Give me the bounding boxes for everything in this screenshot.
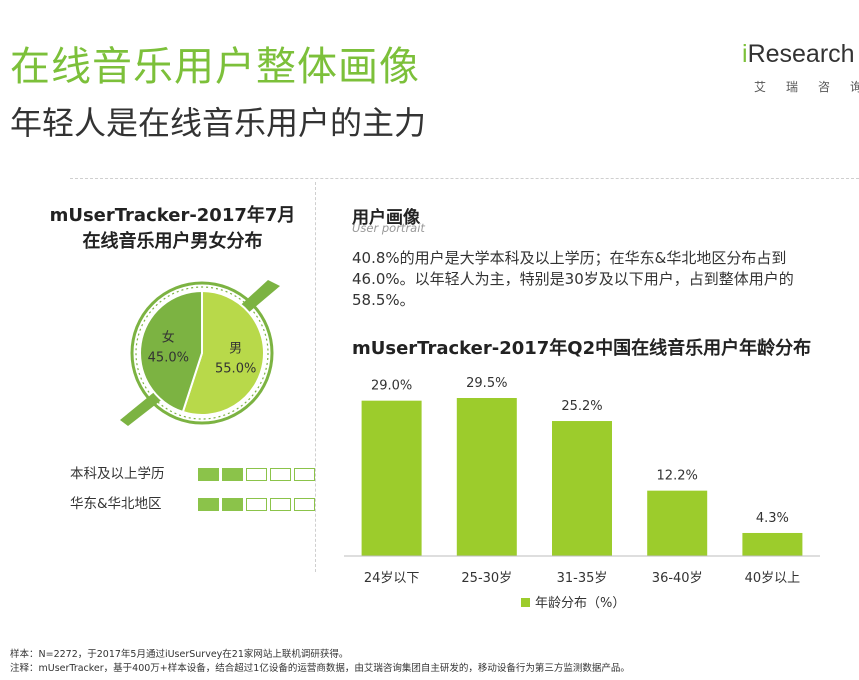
age-bar-chart: 29.0% 29.5% 25.2% 12.2% 4.3% 24岁以下 25-30岁 31-3… bbox=[344, 376, 820, 611]
pie-category-label: 男 bbox=[229, 341, 242, 356]
pie-outer-ring bbox=[130, 281, 274, 425]
logo-text: iResearch bbox=[742, 40, 855, 69]
gender-pie-chart: 男 55.0% 女 45.0% bbox=[120, 280, 280, 426]
level-cell-empty bbox=[294, 498, 315, 511]
bar bbox=[552, 421, 612, 556]
bar-data-label: 25.2% bbox=[561, 399, 602, 414]
bar-data-label: 4.3% bbox=[756, 511, 789, 526]
pie-category-label: 女 bbox=[162, 330, 175, 346]
pie-value-label: 45.0% bbox=[148, 351, 189, 366]
x-tick-label: 36-40岁 bbox=[652, 571, 703, 586]
level-cell-filled bbox=[198, 468, 219, 481]
level-cell-empty bbox=[270, 498, 291, 511]
pie-title-line1: mUserTracker-2017年7月 bbox=[49, 205, 296, 226]
level-cell-empty bbox=[246, 468, 267, 481]
bar bbox=[456, 398, 517, 556]
page-subtitle: 年轻人是在线音乐用户的主力 bbox=[10, 104, 427, 142]
level-cell-filled bbox=[222, 498, 243, 511]
bar-data-label: 29.0% bbox=[371, 379, 412, 394]
pie-dotted-ring bbox=[135, 286, 269, 420]
pie-chart-title: mUserTracker-2017年7月 在线音乐用户男女分布 bbox=[40, 203, 305, 255]
legend-swatch bbox=[521, 598, 530, 607]
x-tick-label: 40岁以上 bbox=[745, 571, 801, 586]
portrait-description: 40.8%的用户是大学本科及以上学历；在华东&华北地区分布占到46.0%。以年轻… bbox=[352, 249, 794, 309]
page-title: 在线音乐用户整体画像 bbox=[10, 44, 420, 90]
pie-slice bbox=[181, 289, 266, 416]
logo-prefix: i bbox=[742, 40, 748, 68]
x-tick-label: 31-35岁 bbox=[557, 571, 608, 586]
logo-cn: 艾瑞咨询 bbox=[754, 80, 859, 94]
legend-label: 年龄分布（%） bbox=[535, 596, 625, 611]
horizontal-divider bbox=[70, 178, 859, 179]
footnote-note: 注释：mUserTracker，基于400万+样本设备，结合超过1亿设备的运营商… bbox=[10, 663, 630, 674]
level-cell-filled bbox=[198, 498, 219, 511]
level-cell-filled bbox=[222, 468, 243, 481]
pie-slice bbox=[139, 289, 203, 414]
bar-data-label: 29.5% bbox=[466, 376, 507, 391]
pie-title-line2: 在线音乐用户男女分布 bbox=[82, 231, 263, 252]
bar-chart-title: mUserTracker-2017年Q2中国在线音乐用户年龄分布 bbox=[352, 338, 812, 359]
pie-value-label: 55.0% bbox=[215, 361, 256, 376]
level-cell-empty bbox=[294, 468, 315, 481]
footnote-sample: 样本：N=2272，于2017年5月通过iUserSurvey在21家网站上联机… bbox=[10, 649, 349, 660]
logo-name: Research bbox=[747, 40, 855, 68]
bar bbox=[647, 490, 708, 556]
attribute-level-bar bbox=[198, 498, 315, 511]
attribute-level-bar bbox=[198, 468, 315, 481]
iresearch-logo: iResearch 艾瑞咨询 bbox=[742, 34, 859, 104]
bar-data-label: 12.2% bbox=[657, 469, 698, 484]
portrait-title: 用户画像 bbox=[352, 208, 420, 228]
level-cell-empty bbox=[270, 468, 291, 481]
vertical-divider bbox=[315, 182, 316, 572]
attribute-label: 华东&华北地区 bbox=[70, 496, 162, 512]
bar bbox=[742, 532, 803, 556]
attribute-label: 本科及以上学历 bbox=[70, 466, 165, 482]
bar bbox=[361, 400, 422, 556]
level-cell-empty bbox=[246, 498, 267, 511]
x-tick-label: 24岁以下 bbox=[364, 571, 420, 586]
x-tick-label: 25-30岁 bbox=[461, 571, 512, 586]
portrait-subtitle: User portrait bbox=[352, 221, 425, 235]
